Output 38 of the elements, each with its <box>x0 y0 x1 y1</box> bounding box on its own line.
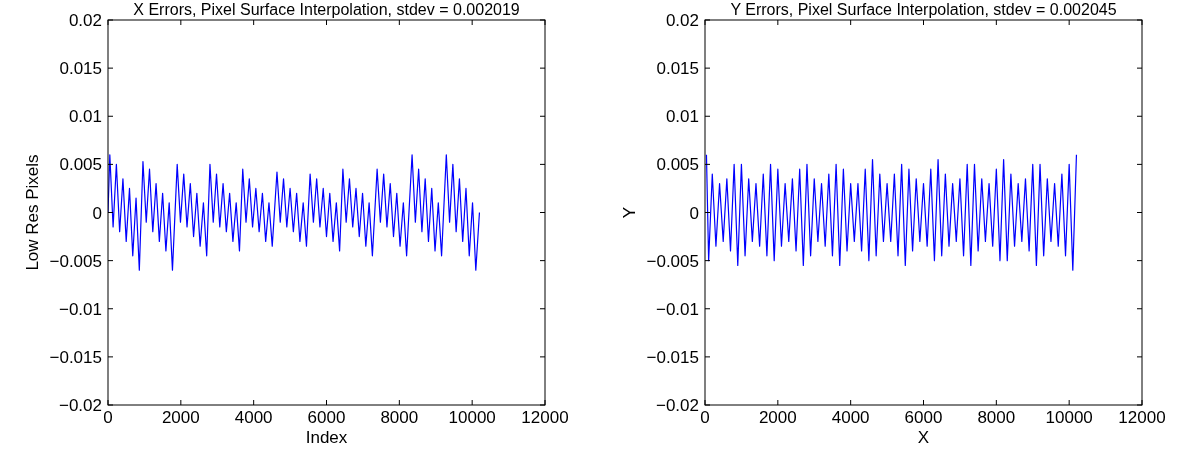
y-tick-label: 0.01 <box>68 107 102 127</box>
y-axis-title: Y <box>620 206 639 219</box>
chart-title: Y Errors, Pixel Surface Interpolation, stdev = 0.002045 <box>730 1 1117 18</box>
line-series <box>108 154 481 271</box>
y-tick-label: −0.005 <box>49 251 102 271</box>
y-tick-label: −0.015 <box>646 347 699 367</box>
y-tick-label: 0.02 <box>68 11 102 30</box>
y-tick-label: 0.02 <box>665 11 699 30</box>
chart-title: X Errors, Pixel Surface Interpolation, stdev = 0.002019 <box>133 1 520 18</box>
x-tick-label: 4000 <box>831 408 870 427</box>
x-axis-title: X <box>917 428 930 447</box>
x-tick-label: 6000 <box>307 408 346 427</box>
y-tick-label: 0.005 <box>59 155 102 175</box>
y-tick-label: −0.01 <box>655 299 699 319</box>
y-tick-label: 0.015 <box>59 59 102 79</box>
x-tick-label: 2000 <box>758 408 797 427</box>
y-tick-label: −0.02 <box>58 396 102 415</box>
y-tick-label: 0 <box>689 203 699 223</box>
y-tick-label: 0.005 <box>656 155 699 175</box>
x-tick-label: 6000 <box>904 408 943 427</box>
y-axis-title: Low Res Pixels <box>23 154 42 271</box>
y-tick-label: −0.02 <box>655 396 699 415</box>
y-tick-label: −0.005 <box>646 251 699 271</box>
y-tick-label: 0.015 <box>656 59 699 79</box>
x-tick-label: 12000 <box>521 408 569 427</box>
line-series <box>705 154 1078 271</box>
y-tick-label: −0.01 <box>58 299 102 319</box>
x-tick-label: 2000 <box>161 408 200 427</box>
x-axis-title: Index <box>305 428 348 447</box>
y-tick-label: −0.015 <box>49 347 102 367</box>
x-tick-label: 10000 <box>448 408 496 427</box>
y-tick-label: 0 <box>92 203 102 223</box>
x-tick-label: 8000 <box>380 408 419 427</box>
x-tick-label: 10000 <box>1045 408 1093 427</box>
x-tick-label: 8000 <box>977 408 1016 427</box>
x-tick-label: 4000 <box>234 408 273 427</box>
x-tick-label: 12000 <box>1118 408 1166 427</box>
y-tick-label: 0.01 <box>665 107 699 127</box>
